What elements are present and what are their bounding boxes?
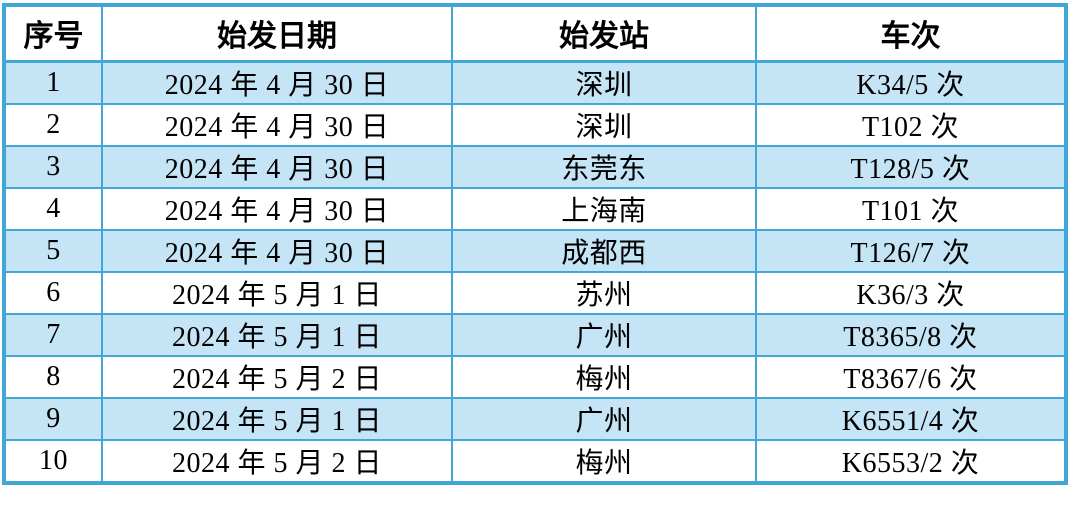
cell-serial-number: 2 <box>3 102 103 147</box>
cell-serial-number: 6 <box>3 270 103 315</box>
cell-departure-date: 2024 年 4 月 30 日 <box>101 228 453 273</box>
table-row: 5 2024 年 4 月 30 日 成都西 T126/7 次 <box>3 228 1067 273</box>
cell-departure-date: 2024 年 5 月 1 日 <box>101 312 453 357</box>
cell-departure-station: 梅州 <box>451 438 757 484</box>
cell-train-number: T126/7 次 <box>755 228 1067 273</box>
cell-departure-date: 2024 年 5 月 2 日 <box>101 438 453 484</box>
cell-departure-date: 2024 年 5 月 1 日 <box>101 270 453 315</box>
cell-train-number: T8365/8 次 <box>755 312 1067 357</box>
cell-departure-date: 2024 年 5 月 2 日 <box>101 354 453 399</box>
header-row: 序号 始发日期 始发站 车次 <box>3 4 1067 63</box>
cell-serial-number: 10 <box>3 438 103 484</box>
cell-serial-number: 8 <box>3 354 103 399</box>
table-row: 10 2024 年 5 月 2 日 梅州 K6553/2 次 <box>3 438 1067 484</box>
cell-train-number: T102 次 <box>755 102 1067 147</box>
cell-departure-station: 东莞东 <box>451 144 757 189</box>
cell-train-number: T8367/6 次 <box>755 354 1067 399</box>
cell-train-number: K34/5 次 <box>755 60 1067 105</box>
table-row: 7 2024 年 5 月 1 日 广州 T8365/8 次 <box>3 312 1067 357</box>
cell-serial-number: 7 <box>3 312 103 357</box>
cell-train-number: K36/3 次 <box>755 270 1067 315</box>
table-row: 6 2024 年 5 月 1 日 苏州 K36/3 次 <box>3 270 1067 315</box>
cell-departure-station: 广州 <box>451 312 757 357</box>
cell-departure-date: 2024 年 5 月 1 日 <box>101 396 453 441</box>
cell-serial-number: 3 <box>3 144 103 189</box>
table-row: 9 2024 年 5 月 1 日 广州 K6551/4 次 <box>3 396 1067 441</box>
header-cell-num: 序号 <box>3 4 103 63</box>
cell-departure-station: 梅州 <box>451 354 757 399</box>
table-row: 4 2024 年 4 月 30 日 上海南 T101 次 <box>3 186 1067 231</box>
cell-train-number: T128/5 次 <box>755 144 1067 189</box>
cell-train-number: T101 次 <box>755 186 1067 231</box>
cell-train-number: K6551/4 次 <box>755 396 1067 441</box>
train-schedule-table: 序号 始发日期 始发站 车次 1 2024 年 4 月 30 日 深圳 K34/… <box>2 3 1068 485</box>
cell-departure-station: 深圳 <box>451 102 757 147</box>
header-cell-date: 始发日期 <box>101 4 453 63</box>
table-row: 1 2024 年 4 月 30 日 深圳 K34/5 次 <box>3 60 1067 105</box>
cell-departure-station: 深圳 <box>451 60 757 105</box>
header-cell-station: 始发站 <box>451 4 757 63</box>
table-body: 1 2024 年 4 月 30 日 深圳 K34/5 次 2 2024 年 4 … <box>3 60 1067 484</box>
cell-departure-date: 2024 年 4 月 30 日 <box>101 144 453 189</box>
table-header: 序号 始发日期 始发站 车次 <box>3 4 1067 63</box>
header-cell-train: 车次 <box>755 4 1067 63</box>
cell-serial-number: 9 <box>3 396 103 441</box>
cell-departure-station: 广州 <box>451 396 757 441</box>
cell-serial-number: 5 <box>3 228 103 273</box>
table-row: 3 2024 年 4 月 30 日 东莞东 T128/5 次 <box>3 144 1067 189</box>
cell-serial-number: 1 <box>3 60 103 105</box>
cell-departure-station: 上海南 <box>451 186 757 231</box>
table-row: 8 2024 年 5 月 2 日 梅州 T8367/6 次 <box>3 354 1067 399</box>
cell-serial-number: 4 <box>3 186 103 231</box>
cell-departure-date: 2024 年 4 月 30 日 <box>101 102 453 147</box>
cell-train-number: K6553/2 次 <box>755 438 1067 484</box>
cell-departure-date: 2024 年 4 月 30 日 <box>101 186 453 231</box>
cell-departure-station: 成都西 <box>451 228 757 273</box>
table-row: 2 2024 年 4 月 30 日 深圳 T102 次 <box>3 102 1067 147</box>
cell-departure-station: 苏州 <box>451 270 757 315</box>
cell-departure-date: 2024 年 4 月 30 日 <box>101 60 453 105</box>
